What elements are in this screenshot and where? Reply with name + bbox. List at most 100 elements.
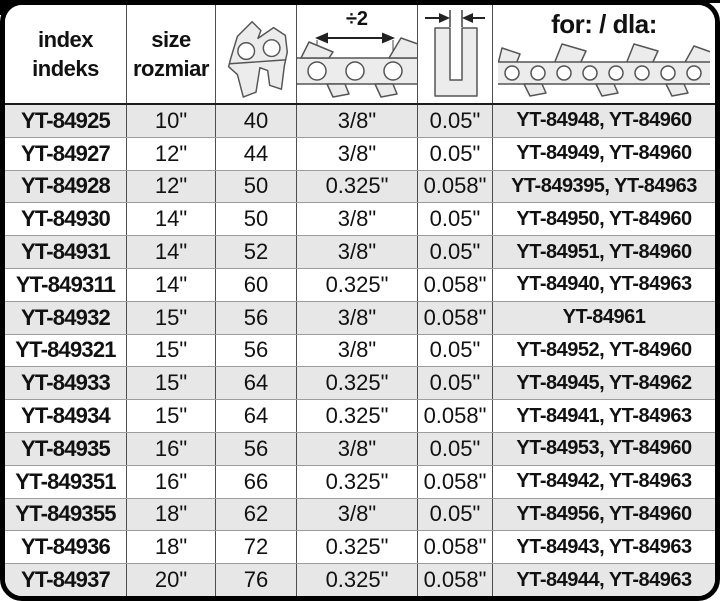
cell-size: 12" [127,170,216,203]
header-index-pl: indeks [32,56,99,81]
cell-gauge: 0.058" [418,531,493,564]
cell-gauge: 0.05" [418,367,493,400]
cell-pitch: 3/8" [297,432,418,465]
table-row: YT-849311 14" 60 0.325" 0.058" YT-84940,… [5,267,715,301]
cell-drive-links: 50 [216,170,297,203]
table-row: YT-84933 15" 64 0.325" 0.05" YT-84945, Y… [5,366,715,400]
pitch-divide-label: ÷2 [345,7,369,30]
cell-pitch: 3/8" [297,105,418,137]
table-row: YT-84934 15" 64 0.325" 0.058" YT-84941, … [5,399,715,432]
chain-pitch-icon [297,32,417,98]
cell-drive-links: 62 [216,498,297,531]
cell-size: 16" [127,432,216,465]
cell-for-models: YT-84961 [562,306,646,329]
cell-drive-links: 66 [216,465,297,498]
table-body: YT-84925 10" 40 3/8" 0.05" YT-84948, YT-… [5,105,715,596]
cell-pitch: 0.325" [297,367,418,400]
cell-pitch: 0.325" [297,400,418,432]
cell-for-models: YT-84952, YT-84960 [516,338,692,361]
cell-index: YT-84933 [5,367,127,400]
cell-gauge: 0.05" [418,203,493,236]
cell-drive-links: 44 [216,137,297,170]
cell-gauge: 0.05" [418,498,493,531]
cell-pitch: 3/8" [297,236,418,268]
cell-drive-links: 52 [216,236,297,268]
table-row: YT-84931 14" 52 3/8" 0.05" YT-84951, YT-… [5,235,715,268]
table-row: YT-849351 16" 66 0.325" 0.058" YT-84942,… [5,464,715,498]
cell-index: YT-849351 [5,465,127,498]
cell-pitch: 3/8" [297,334,418,367]
cell-drive-links: 56 [216,432,297,465]
header-for: for: / dla: [493,5,715,103]
cell-for-models: YT-84948, YT-84960 [516,109,692,132]
header-drive-links [216,5,297,103]
cell-gauge: 0.05" [418,137,493,170]
table-row: YT-84927 12" 44 3/8" 0.05" YT-84949, YT-… [5,136,715,170]
cell-size: 10" [127,105,216,137]
cell-pitch: 0.325" [297,268,418,301]
header-size-pl: rozmiar [133,56,209,81]
cell-for-models: YT-84949, YT-84960 [516,142,692,165]
table-row: YT-84930 14" 50 3/8" 0.05" YT-84950, YT-… [5,202,715,236]
table-row: YT-84937 20" 76 0.325" 0.058" YT-84944, … [5,563,715,596]
header-index-en: index [38,27,93,52]
header-size: size rozmiar [127,5,216,103]
cell-index: YT-849311 [5,268,127,301]
cell-size: 20" [127,564,216,596]
cell-index: YT-84925 [5,105,127,137]
table-row: YT-849321 15" 56 3/8" 0.05" YT-84952, YT… [5,333,715,367]
cell-gauge: 0.058" [418,268,493,301]
table-row: YT-849355 18" 62 3/8" 0.05" YT-84956, YT… [5,497,715,531]
cell-drive-links: 64 [216,367,297,400]
cell-gauge: 0.058" [418,400,493,432]
cell-pitch: 3/8" [297,498,418,531]
cell-size: 15" [127,400,216,432]
cell-index: YT-84932 [5,301,127,334]
cell-size: 15" [127,301,216,334]
table-row: YT-84935 16" 56 3/8" 0.05" YT-84953, YT-… [5,431,715,465]
cell-for-models: YT-84956, YT-84960 [516,502,692,525]
cell-index: YT-84931 [5,236,127,268]
header-index: index indeks [5,5,127,103]
cell-gauge: 0.05" [418,236,493,268]
cell-drive-links: 56 [216,334,297,367]
cell-drive-links: 56 [216,301,297,334]
cell-size: 18" [127,531,216,564]
cell-index: YT-84935 [5,432,127,465]
cell-pitch: 0.325" [297,170,418,203]
top-rule-line [0,0,720,3]
cell-index: YT-84934 [5,400,127,432]
cell-index: YT-849321 [5,334,127,367]
cell-pitch: 0.325" [297,465,418,498]
cell-index: YT-84928 [5,170,127,203]
cell-size: 14" [127,203,216,236]
cell-pitch: 0.325" [297,564,418,596]
cell-size: 18" [127,498,216,531]
cell-gauge: 0.058" [418,465,493,498]
cell-drive-links: 40 [216,105,297,137]
cell-index: YT-84937 [5,564,127,596]
cell-for-models: YT-84941, YT-84963 [516,404,692,427]
cell-gauge: 0.05" [418,432,493,465]
cell-size: 15" [127,367,216,400]
saw-chain-icon [498,43,710,97]
cell-for-models: YT-84953, YT-84960 [516,437,692,460]
table-row: YT-84925 10" 40 3/8" 0.05" YT-84948, YT-… [5,105,715,137]
cell-drive-links: 76 [216,564,297,596]
header-size-en: size [151,27,191,52]
cell-size: 14" [127,236,216,268]
table-row: YT-84936 18" 72 0.325" 0.058" YT-84943, … [5,530,715,564]
cell-size: 15" [127,334,216,367]
header-for-label: for: / dla: [551,9,657,39]
cell-drive-links: 64 [216,400,297,432]
cell-for-models: YT-849395, YT-84963 [511,174,697,197]
cell-drive-links: 60 [216,268,297,301]
cell-for-models: YT-84944, YT-84963 [516,568,692,591]
cell-size: 12" [127,137,216,170]
cell-size: 16" [127,465,216,498]
cell-pitch: 3/8" [297,301,418,334]
cell-for-models: YT-84942, YT-84963 [516,470,692,493]
cell-pitch: 0.325" [297,531,418,564]
